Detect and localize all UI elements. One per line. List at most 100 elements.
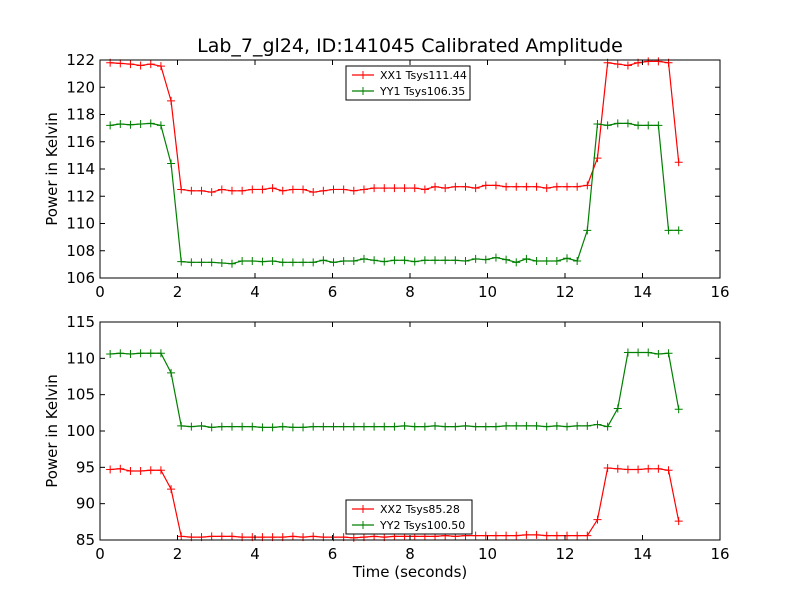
data-point — [481, 181, 490, 190]
x-tick-label: 6 — [328, 283, 338, 301]
data-point — [664, 466, 673, 475]
y-tick-label: 106 — [66, 269, 95, 287]
data-point — [329, 185, 338, 194]
top-panel: 0 2 4 6 8 10 12 14 16 106 108 110 112 114 116 118 120 122… — [43, 51, 730, 301]
data-point — [573, 531, 582, 540]
data-point — [116, 120, 125, 129]
data-point — [461, 421, 470, 430]
data-point — [512, 182, 521, 191]
series-markers-yy1 — [106, 119, 683, 268]
data-point — [451, 422, 460, 431]
data-point — [420, 185, 429, 194]
data-point — [217, 532, 226, 541]
data-point — [146, 349, 155, 358]
data-point — [573, 256, 582, 265]
data-point — [319, 256, 328, 265]
data-point — [136, 61, 145, 70]
data-point — [491, 422, 500, 431]
data-point — [451, 182, 460, 191]
x-tick-label: 4 — [250, 283, 260, 301]
data-point — [613, 60, 622, 69]
data-point — [593, 515, 602, 524]
legend-marker — [359, 521, 367, 529]
data-point — [613, 404, 622, 413]
data-point — [400, 421, 409, 430]
x-tick-label: 2 — [173, 545, 183, 563]
data-point — [532, 530, 541, 539]
data-point — [177, 421, 186, 430]
data-point — [644, 121, 653, 130]
data-point — [217, 259, 226, 268]
data-point — [603, 422, 612, 431]
data-point — [299, 423, 308, 432]
data-point — [502, 182, 511, 191]
data-point — [167, 96, 176, 105]
data-point — [471, 184, 480, 193]
data-point — [309, 532, 318, 541]
data-point — [674, 405, 683, 414]
data-point — [542, 531, 551, 540]
data-point — [654, 349, 663, 358]
data-point — [623, 348, 632, 357]
data-point — [106, 465, 115, 474]
data-point — [349, 256, 358, 265]
x-tick-label: 16 — [710, 545, 729, 563]
data-point — [278, 258, 287, 267]
data-point — [502, 531, 511, 540]
y-tick-label: 110 — [66, 215, 95, 233]
data-point — [288, 185, 297, 194]
data-point — [471, 422, 480, 431]
legend-label: XX2 Tsys85.28 — [380, 503, 460, 516]
data-point — [177, 185, 186, 194]
y-tick-label: 100 — [66, 422, 95, 440]
y-tick-label: 114 — [66, 160, 95, 178]
legend-label: XX1 Tsys111.44 — [380, 69, 467, 82]
data-point — [299, 258, 308, 267]
data-point — [441, 184, 450, 193]
data-point — [248, 422, 257, 431]
data-point — [563, 254, 572, 263]
data-point — [441, 256, 450, 265]
data-point — [410, 257, 419, 266]
data-point — [156, 121, 165, 130]
data-point — [268, 184, 277, 193]
series-markers-yy2 — [106, 348, 683, 432]
chart-title: Lab_7_gl24, ID:141045 Calibrated Amplitu… — [197, 35, 623, 57]
data-point — [522, 182, 531, 191]
data-point — [563, 531, 572, 540]
data-point — [674, 517, 683, 526]
data-point — [329, 422, 338, 431]
data-point — [288, 423, 297, 432]
data-point — [309, 422, 318, 431]
data-point — [167, 485, 176, 494]
data-point — [451, 256, 460, 265]
data-point — [288, 532, 297, 541]
data-point — [542, 184, 551, 193]
data-point — [420, 422, 429, 431]
data-point — [339, 422, 348, 431]
data-point — [563, 422, 572, 431]
data-point — [552, 421, 561, 430]
data-point — [410, 184, 419, 193]
x-tick-label: 10 — [478, 283, 497, 301]
data-point — [197, 186, 206, 195]
data-point — [664, 349, 673, 358]
data-point — [207, 532, 216, 541]
data-point — [177, 532, 186, 541]
data-point — [593, 420, 602, 429]
y-axis-label: Power in Kelvin — [43, 112, 61, 226]
x-tick-label: 0 — [95, 283, 105, 301]
data-point — [106, 121, 115, 130]
data-point — [461, 256, 470, 265]
data-point — [634, 465, 643, 474]
data-point — [420, 256, 429, 265]
data-point — [268, 256, 277, 265]
data-point — [431, 256, 440, 265]
y-tick-label: 118 — [66, 106, 95, 124]
data-point — [359, 422, 368, 431]
x-tick-label: 14 — [633, 545, 652, 563]
data-point — [370, 256, 379, 265]
bottom-panel: 0 2 4 6 8 10 12 14 16 85 90 95 100 105 110 115 Power in … — [43, 313, 730, 581]
data-point — [512, 258, 521, 267]
data-point — [532, 421, 541, 430]
